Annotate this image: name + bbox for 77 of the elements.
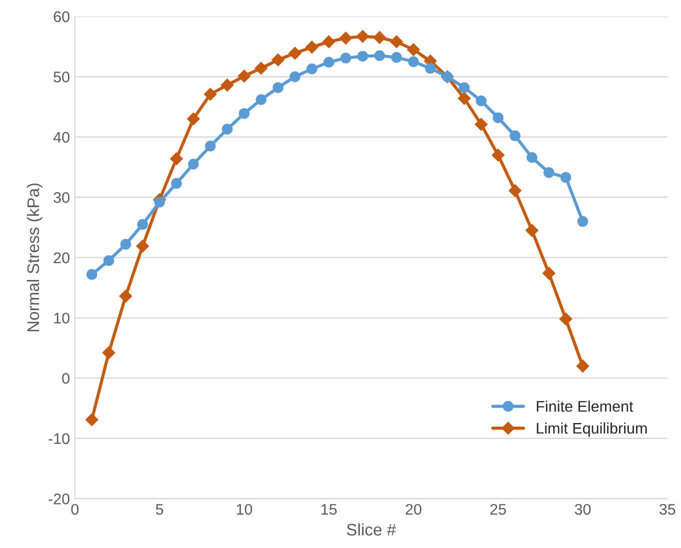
- point: [391, 52, 402, 63]
- point: [102, 346, 116, 360]
- y-tick-label: 20: [54, 252, 70, 264]
- point: [374, 50, 385, 62]
- x-tick-label: 20: [406, 504, 422, 515]
- point: [357, 50, 368, 62]
- legend-label: Finite Element: [536, 400, 634, 412]
- x-tick-label: 35: [659, 504, 676, 515]
- point: [306, 64, 318, 74]
- point: [458, 92, 471, 105]
- point: [408, 56, 419, 68]
- point: [222, 124, 233, 135]
- y-tick-label: 0: [62, 372, 70, 384]
- point: [577, 216, 588, 227]
- point: [508, 184, 522, 198]
- point: [272, 53, 284, 66]
- point: [186, 112, 200, 126]
- x-tick-label: 15: [321, 504, 337, 515]
- y-tick-label: 30: [54, 192, 70, 203]
- point: [323, 56, 334, 68]
- point: [238, 70, 251, 83]
- y-tick-label: -20: [48, 494, 70, 504]
- point: [254, 62, 268, 75]
- y-tick-label: 60: [54, 11, 70, 22]
- point: [559, 312, 572, 326]
- point: [339, 32, 352, 45]
- point: [119, 290, 132, 303]
- point: [407, 43, 420, 56]
- point: [220, 78, 234, 92]
- x-axis-title: Slice #: [346, 523, 396, 536]
- point: [492, 112, 504, 124]
- point: [204, 88, 217, 101]
- legend-label: Limit Equilibrium: [536, 422, 647, 437]
- point: [86, 269, 98, 280]
- y-tick-label: -10: [48, 433, 70, 444]
- point: [492, 148, 505, 162]
- point: [170, 152, 183, 166]
- point: [322, 35, 336, 48]
- point: [544, 167, 554, 178]
- point: [171, 178, 182, 189]
- point: [560, 172, 572, 183]
- point: [526, 224, 538, 237]
- point: [136, 240, 150, 253]
- point: [510, 130, 520, 142]
- point: [458, 82, 470, 93]
- point: [288, 46, 302, 60]
- point: [390, 35, 403, 48]
- point: [576, 360, 590, 372]
- point: [476, 95, 487, 106]
- point: [373, 31, 386, 44]
- point: [188, 158, 199, 170]
- point: [103, 255, 114, 266]
- point: [542, 266, 556, 280]
- point: [290, 71, 300, 82]
- point: [340, 52, 352, 64]
- point: [425, 62, 436, 74]
- y-tick-label: 40: [53, 132, 70, 143]
- point: [238, 108, 250, 119]
- x-tick-label: 10: [236, 504, 252, 515]
- y-tick-label: 10: [54, 312, 70, 324]
- point: [204, 140, 216, 152]
- x-tick-label: 0: [71, 504, 79, 515]
- point: [137, 219, 148, 230]
- point: [272, 82, 284, 93]
- point: [526, 152, 538, 163]
- point: [305, 40, 318, 54]
- x-tick-label: 5: [156, 504, 164, 515]
- point: [85, 413, 98, 426]
- x-tick-label: 25: [490, 504, 506, 515]
- point: [474, 118, 488, 131]
- x-tick-label: 30: [574, 504, 591, 515]
- point: [256, 94, 266, 106]
- point: [356, 30, 370, 43]
- y-axis-title: Normal Stress (kPa): [26, 184, 42, 332]
- point: [120, 238, 132, 250]
- point: [154, 196, 165, 208]
- y-tick-label: 50: [54, 72, 70, 82]
